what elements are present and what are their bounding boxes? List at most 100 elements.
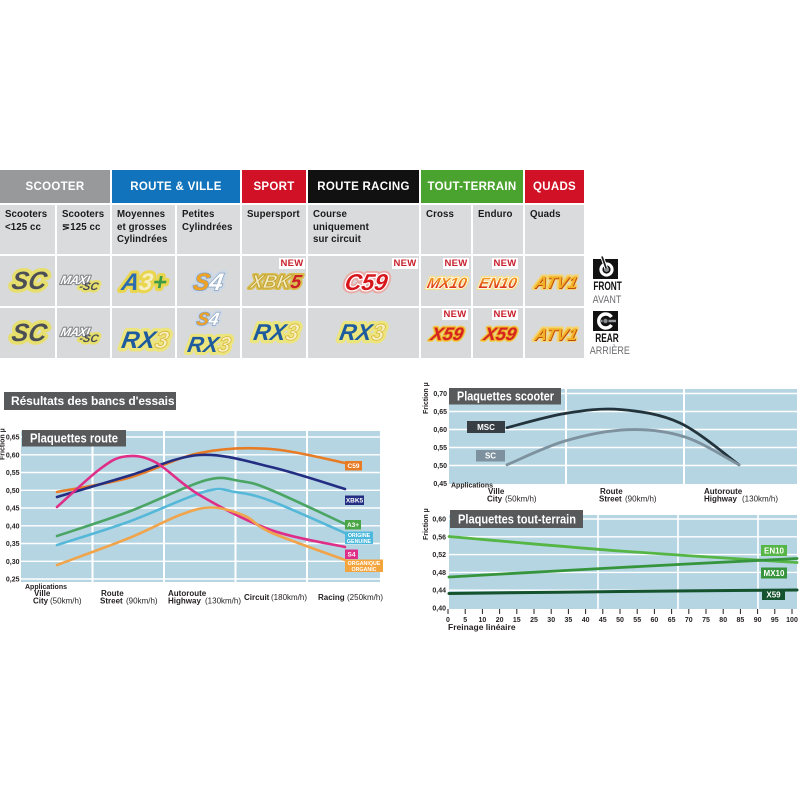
svg-text:15: 15 — [513, 617, 521, 624]
svg-text:0,45: 0,45 — [433, 481, 447, 488]
svg-text:75: 75 — [702, 617, 710, 624]
svg-text:-SC: -SC — [78, 281, 100, 293]
svg-text:(90km/h): (90km/h) — [126, 597, 158, 606]
svg-text:SC: SC — [485, 452, 496, 461]
svg-text:Street: Street — [599, 495, 622, 504]
svg-text:5: 5 — [463, 617, 467, 624]
svg-text:Route: Route — [600, 487, 623, 496]
svg-text:(90km/h): (90km/h) — [625, 495, 657, 504]
svg-text:Friction µ: Friction µ — [423, 508, 430, 540]
svg-text:0,50: 0,50 — [433, 463, 447, 470]
svg-text:C59: C59 — [343, 269, 390, 295]
svg-text:-SC: -SC — [78, 333, 100, 345]
svg-text:50: 50 — [616, 617, 624, 624]
svg-text:0,45: 0,45 — [6, 506, 20, 513]
svg-text:MX10: MX10 — [426, 275, 469, 292]
svg-text:0,60: 0,60 — [6, 452, 20, 459]
svg-text:35: 35 — [565, 617, 573, 624]
svg-text:25: 25 — [530, 617, 538, 624]
svg-text:40: 40 — [582, 617, 590, 624]
svg-text:Autoroute: Autoroute — [704, 487, 743, 496]
svg-text:Racing: Racing — [318, 593, 345, 602]
svg-text:C59: C59 — [343, 269, 390, 295]
svg-text:Street: Street — [100, 597, 123, 606]
svg-text:Circuit: Circuit — [244, 593, 270, 602]
svg-text:S4: S4 — [348, 552, 356, 559]
svg-text:S4: S4 — [191, 269, 226, 296]
svg-text:C59: C59 — [348, 463, 360, 470]
svg-text:45: 45 — [599, 617, 607, 624]
svg-text:GENUINE: GENUINE — [347, 539, 372, 545]
svg-text:0,52: 0,52 — [432, 552, 446, 559]
svg-text:80: 80 — [719, 617, 727, 624]
svg-text:(250km/h): (250km/h) — [347, 593, 383, 602]
svg-text:MSC: MSC — [477, 423, 495, 432]
svg-text:100: 100 — [786, 617, 798, 624]
svg-text:Friction µ: Friction µ — [0, 428, 7, 460]
svg-text:XBK5: XBK5 — [248, 272, 304, 293]
svg-text:90: 90 — [754, 617, 762, 624]
svg-text:0,55: 0,55 — [6, 470, 20, 477]
svg-text:S4: S4 — [195, 309, 221, 329]
svg-text:-SC: -SC — [78, 281, 100, 293]
svg-text:Highway: Highway — [168, 597, 201, 606]
svg-text:Applications: Applications — [451, 483, 493, 490]
svg-text:SC: SC — [10, 267, 50, 295]
svg-text:MX10: MX10 — [426, 275, 469, 292]
svg-text:A3+: A3+ — [119, 269, 169, 296]
svg-text:S4: S4 — [191, 269, 226, 296]
svg-text:MAXI: MAXI — [59, 273, 91, 287]
svg-text:MAXI: MAXI — [59, 325, 91, 339]
svg-text:Plaquettes tout-terrain: Plaquettes tout-terrain — [458, 513, 576, 527]
svg-text:X59: X59 — [766, 591, 781, 600]
svg-text:City: City — [33, 597, 49, 606]
svg-text:Plaquettes route: Plaquettes route — [30, 432, 118, 446]
svg-text:X59: X59 — [428, 324, 466, 344]
svg-text:0,44: 0,44 — [432, 588, 446, 595]
svg-text:ORGANIQUE: ORGANIQUE — [348, 561, 381, 567]
svg-text:60: 60 — [651, 617, 659, 624]
svg-text:MX10: MX10 — [426, 275, 469, 292]
svg-text:RX3: RX3 — [252, 319, 301, 345]
svg-text:A3+: A3+ — [119, 269, 169, 296]
svg-text:20: 20 — [496, 617, 504, 624]
svg-text:Freinage linéaire: Freinage linéaire — [448, 622, 516, 632]
svg-text:EN10: EN10 — [764, 547, 785, 556]
svg-text:RX3: RX3 — [120, 327, 172, 354]
svg-text:65: 65 — [668, 617, 676, 624]
svg-text:(50km/h): (50km/h) — [505, 495, 537, 504]
svg-text:0,30: 0,30 — [6, 559, 20, 566]
svg-text:Applications: Applications — [25, 584, 67, 591]
svg-text:Ville: Ville — [34, 589, 51, 598]
svg-text:0,65: 0,65 — [433, 409, 447, 416]
svg-text:X59: X59 — [481, 324, 519, 344]
svg-text:RX3: RX3 — [186, 332, 234, 357]
svg-text:10: 10 — [479, 617, 487, 624]
svg-text:SC: SC — [10, 267, 50, 295]
svg-text:Ville: Ville — [488, 487, 505, 496]
svg-text:30: 30 — [547, 617, 555, 624]
svg-text:(130km/h): (130km/h) — [742, 495, 778, 504]
svg-text:0,60: 0,60 — [432, 517, 446, 524]
svg-text:0,35: 0,35 — [6, 541, 20, 548]
svg-text:X59: X59 — [481, 324, 519, 344]
svg-text:S4: S4 — [191, 269, 226, 296]
svg-text:ATV1: ATV1 — [532, 272, 579, 292]
svg-text:SC: SC — [10, 319, 50, 347]
svg-text:70: 70 — [685, 617, 693, 624]
svg-text:0,70: 0,70 — [433, 391, 447, 398]
svg-text:RX3: RX3 — [186, 332, 234, 357]
svg-text:(180km/h): (180km/h) — [271, 593, 307, 602]
svg-text:ORGANIC: ORGANIC — [351, 567, 376, 573]
svg-text:55: 55 — [633, 617, 641, 624]
svg-text:ATV1: ATV1 — [533, 273, 580, 293]
svg-text:85: 85 — [737, 617, 745, 624]
svg-text:0,40: 0,40 — [432, 606, 446, 613]
svg-text:XBK5: XBK5 — [248, 272, 304, 293]
svg-text:X59: X59 — [428, 324, 466, 344]
svg-text:0,65: 0,65 — [6, 435, 20, 442]
svg-text:0,60: 0,60 — [433, 427, 447, 434]
svg-text:City: City — [487, 495, 503, 504]
svg-text:ATV1: ATV1 — [532, 324, 579, 344]
svg-text:-SC: -SC — [78, 333, 100, 345]
